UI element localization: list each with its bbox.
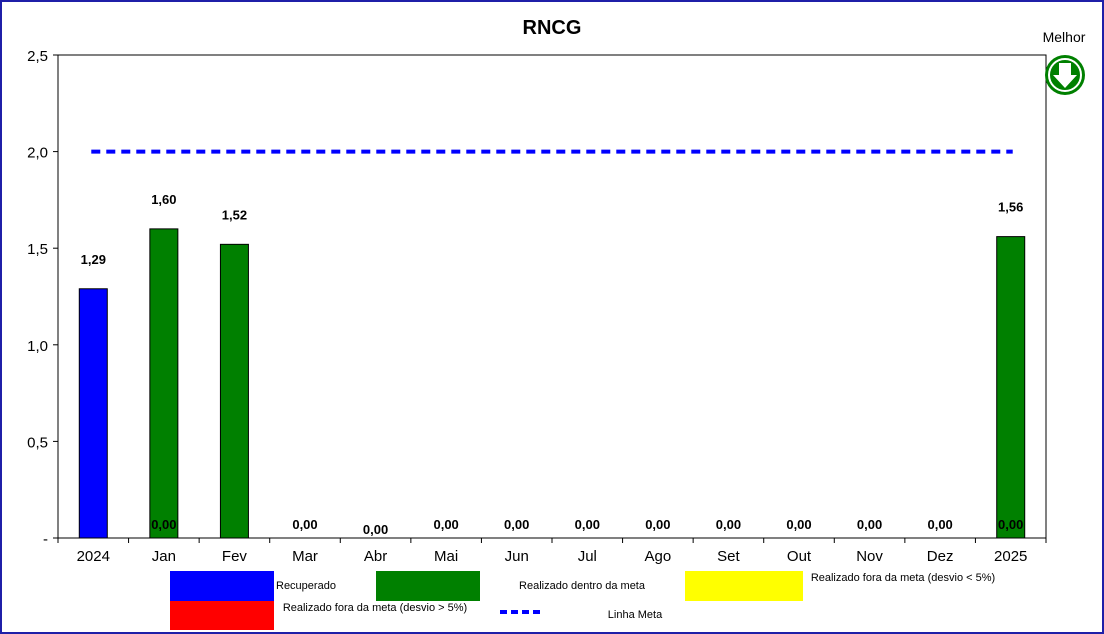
y-tick-label: 2,0	[27, 145, 48, 162]
data-label: 1,60	[151, 192, 176, 207]
data-label: 0,00	[716, 517, 741, 532]
bar	[78, 288, 108, 539]
x-tick-label: Out	[787, 548, 812, 565]
y-tick-label: 0,5	[27, 434, 48, 451]
x-tick-label: Jan	[152, 548, 176, 565]
data-label: 0,00	[927, 517, 952, 532]
data-label: 0,00	[151, 517, 176, 532]
legend-swatch-recuperado	[170, 571, 274, 601]
x-axis: 2024 Jan Fev Mar Abr Mai Jun Jul Ago Set Out Nov Dez…	[57, 538, 1047, 565]
y-tick-label: 1,0	[27, 338, 48, 355]
data-label: 0,00	[433, 517, 458, 532]
legend-swatch-fora-maior	[170, 601, 274, 630]
legend-swatch-fora-menor	[685, 571, 803, 601]
x-tick-label: Mar	[292, 548, 318, 565]
data-label: 0,00	[292, 517, 317, 532]
x-tick-label: Abr	[364, 548, 387, 565]
y-tick-label: 2,5	[27, 48, 48, 65]
data-label: 0,00	[857, 517, 882, 532]
data-labels: 1,29 1,60 1,52 0,00 0,00 0,00 0,00 0,00 0,00 0,00…	[81, 192, 1024, 537]
x-tick-label: Jun	[505, 548, 529, 565]
x-tick-label: Fev	[222, 548, 248, 565]
data-label: 1,29	[81, 252, 106, 267]
down-arrow-icon	[1045, 55, 1085, 95]
legend-swatch-meta	[500, 610, 542, 614]
x-tick-label: Ago	[645, 548, 672, 565]
x-tick-label: 2024	[77, 548, 110, 565]
x-tick-label: 2025	[994, 548, 1027, 565]
bar	[996, 236, 1026, 539]
x-tick-label: Dez	[927, 548, 954, 565]
x-tick-label: Mai	[434, 548, 458, 565]
legend-swatch-dentro	[376, 571, 480, 601]
legend-label-recuperado: Recuperado	[276, 580, 336, 592]
data-label: 0,00	[645, 517, 670, 532]
melhor-label: Melhor	[1042, 29, 1086, 45]
data-label: 1,52	[222, 207, 247, 222]
bar	[219, 243, 249, 539]
legend-label-fora-menor: Realizado fora da meta (desvio < 5%)	[810, 572, 996, 584]
y-tick-label: -	[43, 531, 48, 548]
plot-area	[57, 54, 1047, 539]
data-label: 1,56	[998, 200, 1023, 215]
x-tick-label: Set	[717, 548, 740, 565]
y-tick-label: 1,5	[27, 241, 48, 258]
bar	[149, 228, 179, 539]
bars	[78, 228, 1026, 539]
y-axis: - 0,5 1,0 1,5 2,0 2,5	[27, 48, 58, 548]
x-tick-label: Nov	[856, 548, 883, 565]
data-label: 0,00	[504, 517, 529, 532]
legend-label-fora-maior: Realizado fora da meta (desvio > 5%)	[282, 602, 468, 614]
legend-label-dentro: Realizado dentro da meta	[519, 580, 645, 592]
data-label: 0,00	[363, 522, 388, 537]
chart-title: RNCG	[523, 17, 582, 39]
x-tick-label: Jul	[578, 548, 597, 565]
data-label: 0,00	[998, 517, 1023, 532]
data-label: 0,00	[786, 517, 811, 532]
legend-label-meta: Linha Meta	[607, 609, 663, 621]
data-label: 0,00	[575, 517, 600, 532]
